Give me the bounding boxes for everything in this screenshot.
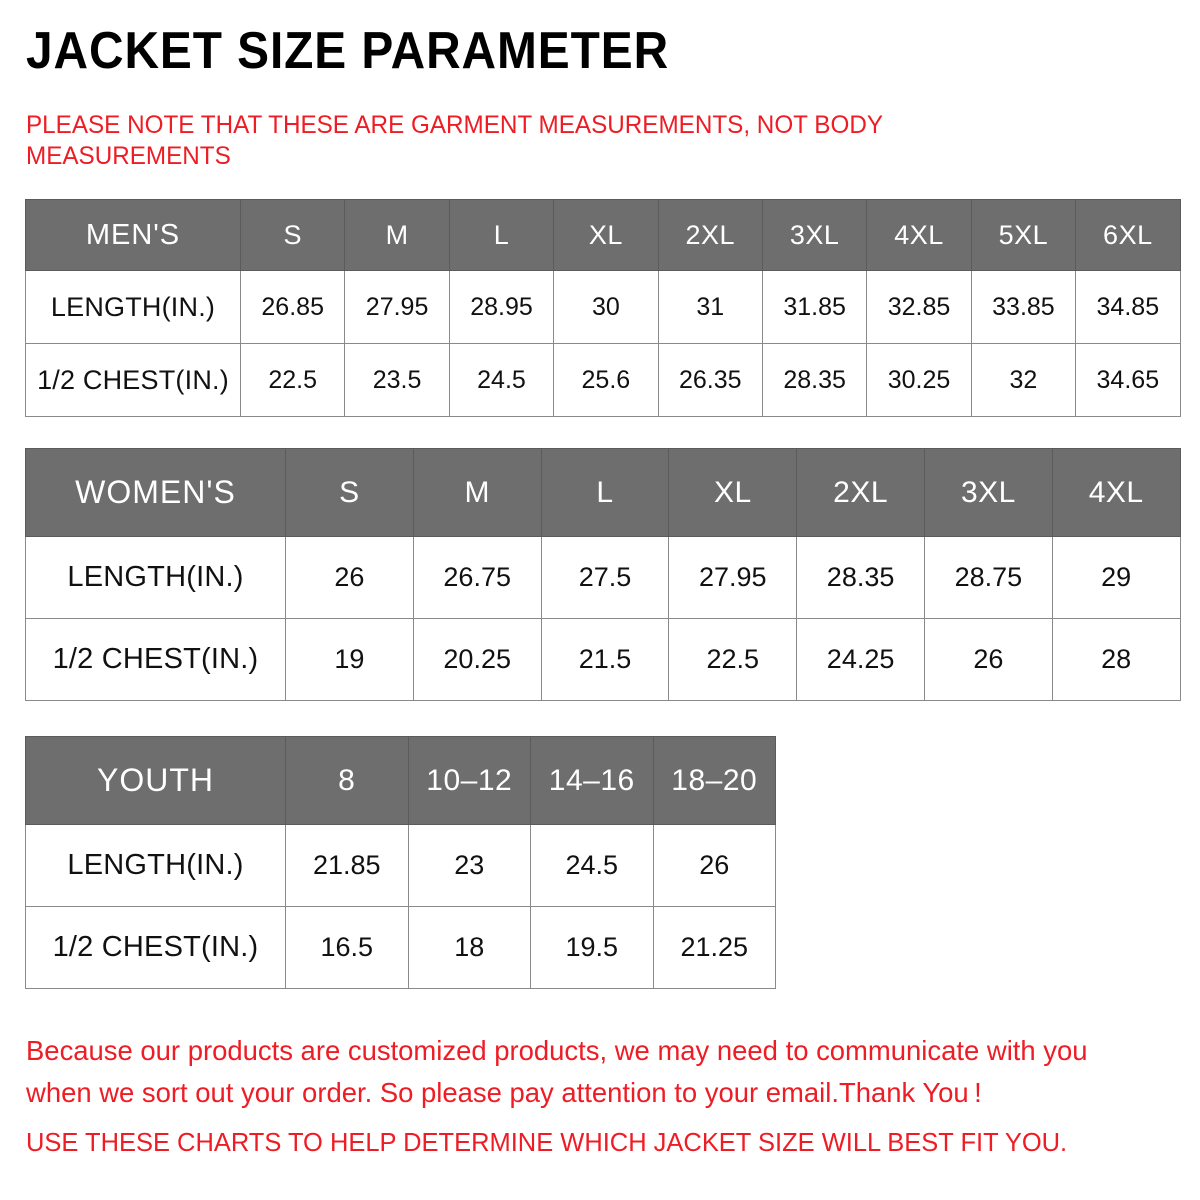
measurement-label: 1/2 CHEST(IN.): [25, 343, 241, 417]
table-cell: 32.85: [866, 270, 972, 344]
garment-measurement-note: PLEASE NOTE THAT THESE ARE GARMENT MEASU…: [26, 111, 883, 170]
womens-size-table: WOMEN'S S M L XL 2XL 3XL 4XL LENGTH(IN.)…: [25, 448, 1181, 701]
womens-size-header: M: [412, 448, 542, 537]
table-row: LENGTH(IN.) 26 26.75 27.5 27.95 28.35 28…: [25, 536, 1181, 619]
table-cell: 24.5: [448, 343, 555, 417]
table-row: 1/2 CHEST(IN.) 22.5 23.5 24.5 25.6 26.35…: [25, 343, 1181, 417]
table-cell: 29: [1051, 536, 1181, 619]
table-cell: 28.95: [448, 270, 555, 344]
mens-size-header: 5XL: [970, 199, 1077, 271]
mens-size-header: 3XL: [761, 199, 868, 271]
table-cell: 28.35: [761, 343, 868, 417]
mens-size-header: M: [344, 199, 450, 271]
youth-size-header: 18–20: [652, 736, 776, 825]
youth-table-body: LENGTH(IN.) 21.85 23 24.5 26 1/2 CHEST(I…: [25, 824, 776, 989]
table-cell: 30: [553, 270, 659, 344]
table-row: 1/2 CHEST(IN.) 19 20.25 21.5 22.5 24.25 …: [25, 618, 1181, 701]
table-cell: 22.5: [668, 618, 798, 701]
table-cell: 23: [407, 824, 531, 907]
table-cell: 19: [285, 618, 414, 701]
table-cell: 16.5: [285, 906, 409, 989]
womens-table-label: WOMEN'S: [25, 448, 286, 537]
youth-table-head: YOUTH 8 10–12 14–16 18–20: [25, 736, 776, 825]
table-cell: 21.5: [540, 618, 670, 701]
measurement-label: LENGTH(IN.): [25, 270, 241, 344]
table-row: LENGTH(IN.) 21.85 23 24.5 26: [25, 824, 776, 907]
youth-size-table: YOUTH 8 10–12 14–16 18–20 LENGTH(IN.) 21…: [25, 736, 776, 989]
womens-table-head: WOMEN'S S M L XL 2XL 3XL 4XL: [25, 448, 1181, 537]
table-cell: 30.25: [866, 343, 972, 417]
mens-size-header: 6XL: [1075, 199, 1181, 271]
youth-size-header: 8: [285, 736, 409, 825]
womens-size-header: S: [285, 448, 414, 537]
table-cell: 31.85: [761, 270, 868, 344]
table-cell: 20.25: [412, 618, 542, 701]
table-cell: 21.25: [652, 906, 776, 989]
womens-size-header: XL: [668, 448, 798, 537]
table-cell: 26.35: [657, 343, 763, 417]
table-cell: 26: [285, 536, 414, 619]
table-cell: 24.5: [530, 824, 654, 907]
table-cell: 26: [923, 618, 1053, 701]
table-row: LENGTH(IN.) 26.85 27.95 28.95 30 31 31.8…: [25, 270, 1181, 344]
mens-size-header: 2XL: [657, 199, 763, 271]
mens-table-body: LENGTH(IN.) 26.85 27.95 28.95 30 31 31.8…: [25, 270, 1181, 417]
table-cell: 19.5: [530, 906, 654, 989]
mens-table-head: MEN'S S M L XL 2XL 3XL 4XL 5XL 6XL: [25, 199, 1181, 271]
table-cell: 31: [657, 270, 763, 344]
table-cell: 27.5: [540, 536, 670, 619]
measurement-label: 1/2 CHEST(IN.): [25, 906, 286, 989]
table-cell: 34.65: [1075, 343, 1181, 417]
table-cell: 26.85: [239, 270, 346, 344]
table-cell: 26: [652, 824, 776, 907]
table-cell: 25.6: [553, 343, 659, 417]
table-cell: 22.5: [239, 343, 346, 417]
table-cell: 18: [407, 906, 531, 989]
womens-size-header: 2XL: [796, 448, 925, 537]
table-cell: 33.85: [970, 270, 1077, 344]
table-row: 1/2 CHEST(IN.) 16.5 18 19.5 21.25: [25, 906, 776, 989]
use-charts-note: USE THESE CHARTS TO HELP DETERMINE WHICH…: [26, 1127, 1068, 1157]
table-header-row: MEN'S S M L XL 2XL 3XL 4XL 5XL 6XL: [25, 199, 1181, 271]
table-cell: 28.75: [923, 536, 1053, 619]
measurement-label: 1/2 CHEST(IN.): [25, 618, 286, 701]
mens-size-header: 4XL: [866, 199, 972, 271]
youth-size-header: 10–12: [407, 736, 531, 825]
womens-size-header: 3XL: [923, 448, 1053, 537]
page-title: JACKET SIZE PARAMETER: [26, 22, 670, 80]
table-cell: 21.85: [285, 824, 409, 907]
mens-table-label: MEN'S: [25, 199, 241, 271]
table-header-row: YOUTH 8 10–12 14–16 18–20: [25, 736, 776, 825]
mens-size-header: XL: [553, 199, 659, 271]
womens-size-header: L: [540, 448, 670, 537]
table-cell: 24.25: [796, 618, 925, 701]
measurement-label: LENGTH(IN.): [25, 536, 286, 619]
mens-size-header: L: [448, 199, 555, 271]
womens-table-body: LENGTH(IN.) 26 26.75 27.5 27.95 28.35 28…: [25, 536, 1181, 701]
customized-products-note: Because our products are customized prod…: [26, 1035, 1088, 1108]
table-cell: 27.95: [668, 536, 798, 619]
mens-size-table: MEN'S S M L XL 2XL 3XL 4XL 5XL 6XL LENGT…: [25, 199, 1181, 417]
measurement-label: LENGTH(IN.): [25, 824, 286, 907]
womens-size-header: 4XL: [1051, 448, 1181, 537]
table-cell: 28: [1051, 618, 1181, 701]
table-cell: 34.85: [1075, 270, 1181, 344]
table-cell: 27.95: [344, 270, 450, 344]
youth-size-header: 14–16: [530, 736, 654, 825]
table-cell: 32: [970, 343, 1077, 417]
table-cell: 26.75: [412, 536, 542, 619]
youth-table-label: YOUTH: [25, 736, 286, 825]
table-header-row: WOMEN'S S M L XL 2XL 3XL 4XL: [25, 448, 1181, 537]
table-cell: 28.35: [796, 536, 925, 619]
table-cell: 23.5: [344, 343, 450, 417]
mens-size-header: S: [239, 199, 346, 271]
